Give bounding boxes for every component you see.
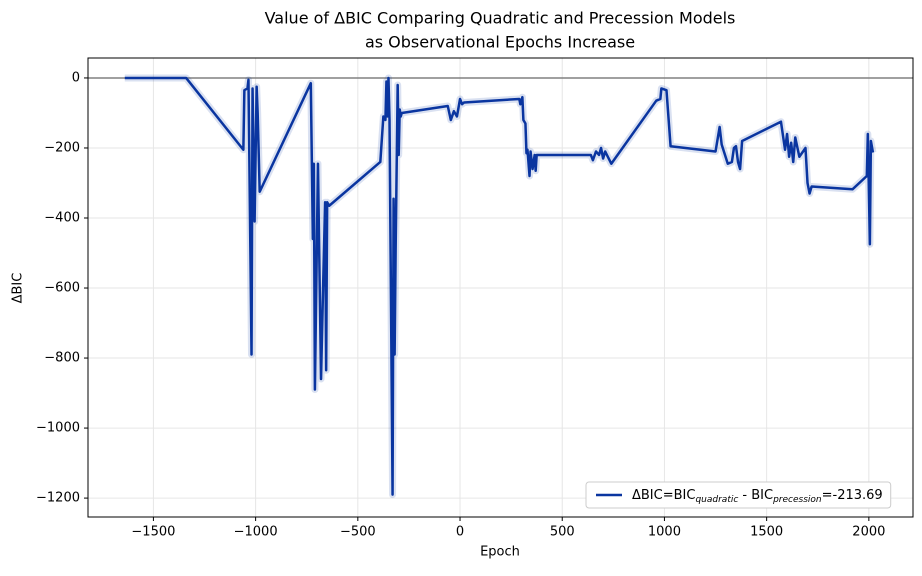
x-tick-label: −1000 — [234, 525, 278, 540]
x-tick-label: 500 — [550, 525, 575, 540]
chart-title: Value of ΔBIC Comparing Quadratic and Pr… — [265, 9, 736, 28]
legend-subscript: quadratic — [695, 495, 738, 505]
x-tick-label: −500 — [340, 525, 376, 540]
chart-title: as Observational Epochs Increase — [365, 33, 635, 52]
legend-box — [585, 481, 892, 509]
plot-frame — [87, 57, 914, 518]
legend-label: ΔBIC=BICquadratic - BICprecession=-213.6… — [632, 488, 883, 505]
x-tick-label: −1500 — [131, 525, 175, 540]
x-tick-label: 0 — [456, 525, 464, 540]
y-tick-label: −1000 — [36, 421, 80, 436]
y-tick-label: −200 — [44, 140, 80, 155]
legend-text: - BIC — [738, 488, 773, 503]
x-tick-label: 2000 — [852, 525, 885, 540]
x-tick-label: 1000 — [648, 525, 681, 540]
legend-text: =-213.69 — [822, 488, 883, 503]
y-tick-label: −800 — [44, 351, 80, 366]
y-tick-label: −600 — [44, 281, 80, 296]
legend: ΔBIC=BICquadratic - BICprecession=-213.6… — [585, 481, 892, 509]
y-axis-label: ΔBIC — [11, 273, 26, 304]
y-tick-label: 0 — [72, 70, 80, 85]
x-axis-label: Epoch — [480, 545, 520, 560]
x-tick-label: 1500 — [750, 525, 783, 540]
y-tick-label: −1200 — [36, 491, 80, 506]
legend-text: ΔBIC=BIC — [632, 488, 695, 503]
y-tick-label: −400 — [44, 211, 80, 226]
line — [124, 76, 875, 496]
legend-subscript: precession — [772, 495, 822, 505]
